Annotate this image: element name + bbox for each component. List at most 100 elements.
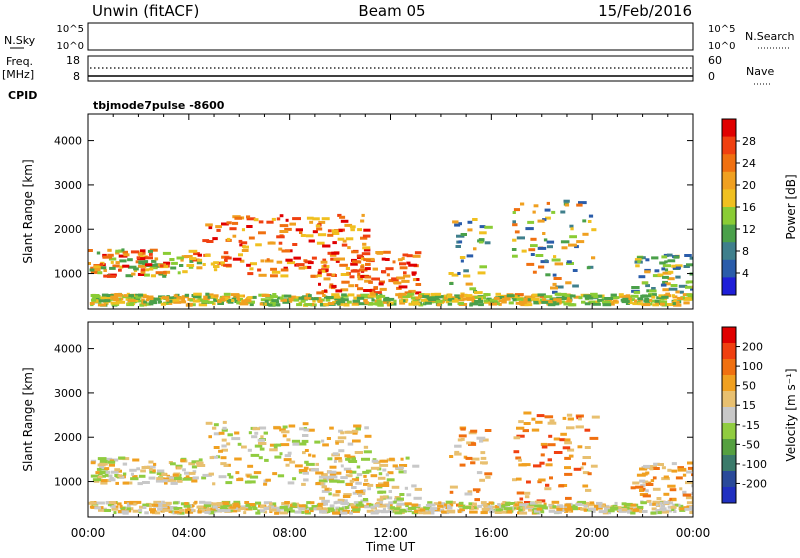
power-cell [217, 300, 222, 304]
power-cell [686, 263, 693, 267]
power-cell [257, 268, 262, 272]
power-cell [477, 271, 486, 275]
velocity-cell [255, 511, 261, 515]
velocity-ytick-label: 4000 [54, 343, 82, 356]
velocity-cell [241, 445, 247, 449]
velocity-cell [190, 504, 195, 507]
velocity-cell [142, 503, 150, 507]
power-cell [344, 223, 353, 227]
velocity-cell [454, 444, 462, 448]
power-cell [128, 302, 134, 306]
power-cell [89, 302, 95, 305]
velocity-cell [560, 505, 564, 509]
velocity-cell [226, 463, 231, 467]
power-cell [136, 256, 141, 260]
power-cell [350, 262, 358, 266]
power-cell [299, 231, 303, 234]
velocity-cell [350, 503, 355, 507]
power-cell [469, 287, 477, 291]
power-cell [662, 288, 670, 292]
power-cell [331, 293, 340, 297]
power-cell [678, 284, 688, 288]
power-cell [127, 265, 137, 269]
velocity-cell [449, 455, 454, 458]
velocity-cell [353, 501, 359, 505]
velocity-cell [377, 490, 383, 494]
velocity-cell [662, 508, 666, 512]
power-cell [312, 297, 319, 301]
velocity-cell [98, 508, 104, 512]
velocity-cell [250, 453, 260, 457]
power-cell [352, 299, 361, 303]
power-cell [312, 299, 316, 303]
power-cell [318, 282, 321, 286]
velocity-cell [121, 510, 129, 514]
power-cell [482, 296, 486, 300]
power-cell [651, 299, 657, 303]
time-tick-label: 12:00 [373, 526, 408, 540]
power-cell [213, 294, 219, 298]
velocity-cell [224, 504, 232, 508]
power-cell [141, 298, 145, 302]
power-cell [691, 295, 693, 299]
velocity-cell [162, 508, 170, 512]
velocity-cell [655, 509, 662, 512]
power-cell [208, 226, 213, 230]
power-cell [296, 303, 303, 307]
power-cell [321, 217, 330, 221]
power-cell [385, 267, 394, 271]
velocity-cell [287, 506, 293, 510]
power-cell [396, 276, 405, 280]
power-cell [667, 303, 674, 306]
velocity-cell [551, 500, 560, 504]
velocity-cell [514, 503, 520, 507]
velocity-cell [351, 505, 359, 509]
velocity-cell [578, 417, 582, 421]
velocity-cell [258, 456, 263, 460]
velocity-cell [154, 511, 161, 515]
power-cell [177, 271, 181, 275]
power-cell [104, 299, 111, 303]
power-ytick-label: 3000 [54, 179, 82, 192]
power-cell [192, 299, 200, 303]
power-colorbar-swatch [722, 224, 736, 243]
velocity-cell [661, 477, 670, 481]
power-cell [139, 255, 148, 259]
power-cell [264, 299, 269, 303]
velocity-cell [524, 491, 531, 495]
velocity-cell [387, 471, 394, 475]
velocity-cell [548, 434, 553, 438]
power-cell [540, 298, 544, 302]
velocity-cell [282, 434, 287, 438]
power-cell [670, 284, 678, 287]
power-cell [210, 262, 215, 266]
velocity-cell [689, 506, 693, 509]
power-cell [252, 295, 257, 299]
velocity-colorbar-label: Velocity [m s⁻¹] [784, 368, 798, 461]
power-cell [537, 293, 546, 297]
velocity-cell [445, 500, 453, 504]
power-cell [557, 300, 562, 304]
velocity-colorbar-tick-label: -200 [742, 477, 767, 490]
velocity-cell [567, 448, 575, 452]
velocity-cell [564, 507, 573, 511]
power-cell [215, 297, 219, 301]
velocity-cell [332, 493, 340, 497]
velocity-cell [667, 501, 674, 505]
power-cell [171, 261, 178, 265]
power-cell [552, 290, 558, 294]
power-cell [649, 298, 653, 302]
power-cell [450, 296, 459, 300]
power-cell [246, 217, 256, 221]
velocity-cell [405, 456, 410, 460]
velocity-cell [660, 504, 666, 508]
power-cell [123, 253, 130, 257]
time-axis-label: Time UT [365, 540, 416, 554]
power-cell [671, 294, 675, 298]
power-cell [673, 255, 680, 259]
power-cell [138, 293, 144, 297]
power-cell [654, 269, 660, 273]
power-cell [455, 296, 461, 300]
velocity-cell [119, 475, 125, 479]
